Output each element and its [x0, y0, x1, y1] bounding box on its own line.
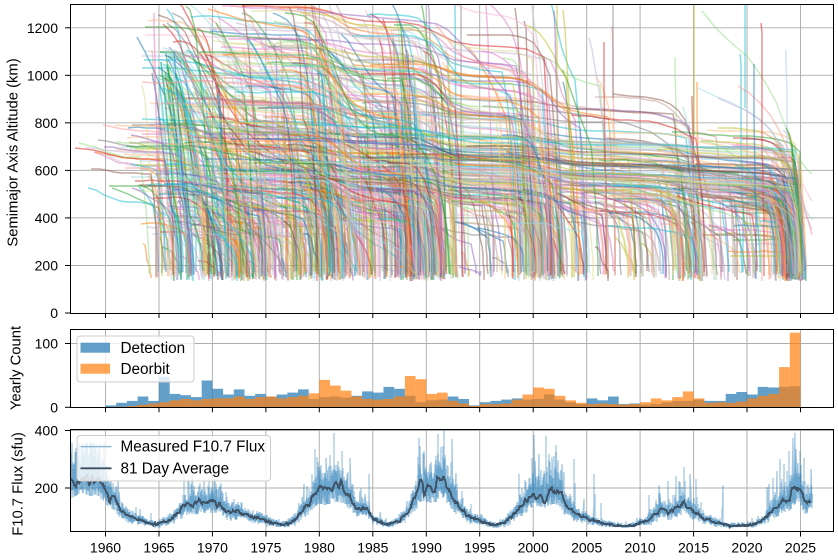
- svg-text:800: 800: [35, 115, 59, 131]
- svg-text:1200: 1200: [27, 20, 58, 36]
- svg-text:200: 200: [35, 480, 59, 496]
- svg-text:1985: 1985: [357, 540, 388, 556]
- svg-text:1975: 1975: [250, 540, 281, 556]
- svg-text:2010: 2010: [625, 540, 656, 556]
- svg-text:Yearly Count: Yearly Count: [8, 326, 24, 410]
- svg-text:2015: 2015: [678, 540, 709, 556]
- svg-text:2020: 2020: [731, 540, 762, 556]
- svg-text:2025: 2025: [785, 540, 816, 556]
- svg-text:200: 200: [35, 258, 59, 274]
- svg-text:400: 400: [35, 210, 59, 226]
- svg-text:Measured F10.7 Flux: Measured F10.7 Flux: [121, 439, 266, 456]
- svg-text:1000: 1000: [27, 67, 58, 83]
- svg-text:1990: 1990: [411, 540, 442, 556]
- svg-text:600: 600: [35, 162, 59, 178]
- svg-text:400: 400: [35, 423, 59, 439]
- svg-text:2005: 2005: [571, 540, 602, 556]
- svg-text:100: 100: [35, 336, 59, 352]
- svg-text:2000: 2000: [518, 540, 549, 556]
- svg-text:0: 0: [50, 305, 58, 321]
- svg-text:0: 0: [50, 399, 58, 415]
- svg-text:1995: 1995: [464, 540, 495, 556]
- svg-text:Semimajor Axis Altitude (km): Semimajor Axis Altitude (km): [6, 58, 22, 246]
- svg-text:1960: 1960: [90, 540, 121, 556]
- svg-text:1970: 1970: [197, 540, 228, 556]
- svg-text:81 Day Average: 81 Day Average: [121, 460, 230, 477]
- svg-text:1980: 1980: [304, 540, 335, 556]
- svg-text:Detection: Detection: [121, 340, 186, 357]
- svg-text:Deorbit: Deorbit: [121, 361, 171, 378]
- svg-text:F10.7 Flux (sfu): F10.7 Flux (sfu): [11, 432, 27, 536]
- svg-text:1965: 1965: [143, 540, 174, 556]
